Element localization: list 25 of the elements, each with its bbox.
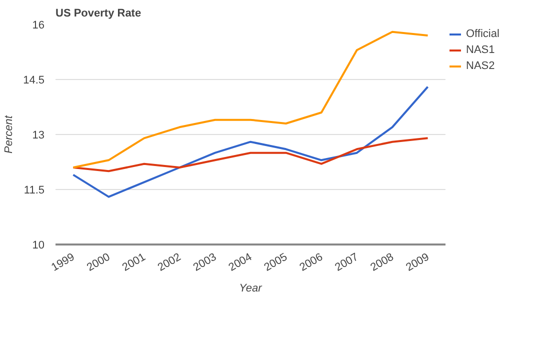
y-axis-title: Percent [3,114,16,154]
x-tick-label: 2007 [333,251,360,274]
x-tick-label: 2006 [298,251,325,274]
x-tick-label: 2004 [226,251,254,274]
legend-label: NAS2 [466,60,495,72]
x-tick-label: 2008 [368,251,396,274]
x-tick-label: 2002 [156,251,184,274]
x-tick-label: 2001 [120,251,148,274]
y-tick-label: 11.5 [24,184,44,196]
line-series [72,137,429,172]
x-tick-label: 2000 [84,251,112,274]
y-tick-label: 13 [32,130,45,142]
legend-label: Official [466,28,500,40]
x-tick-label: 2003 [191,251,219,274]
chart-title: US Poverty Rate [56,8,142,20]
x-tick-label: 2005 [262,251,290,274]
x-tick-label: 1999 [50,251,77,274]
y-tick-label: 14.5 [23,74,45,86]
legend-label: NAS1 [466,44,495,56]
x-tick-label: 2009 [404,251,432,274]
y-tick-label: 10 [32,240,45,252]
x-axis-title: Year [239,282,264,295]
line-series [72,86,429,198]
line-series [72,30,429,168]
y-tick-label: 16 [32,20,45,32]
